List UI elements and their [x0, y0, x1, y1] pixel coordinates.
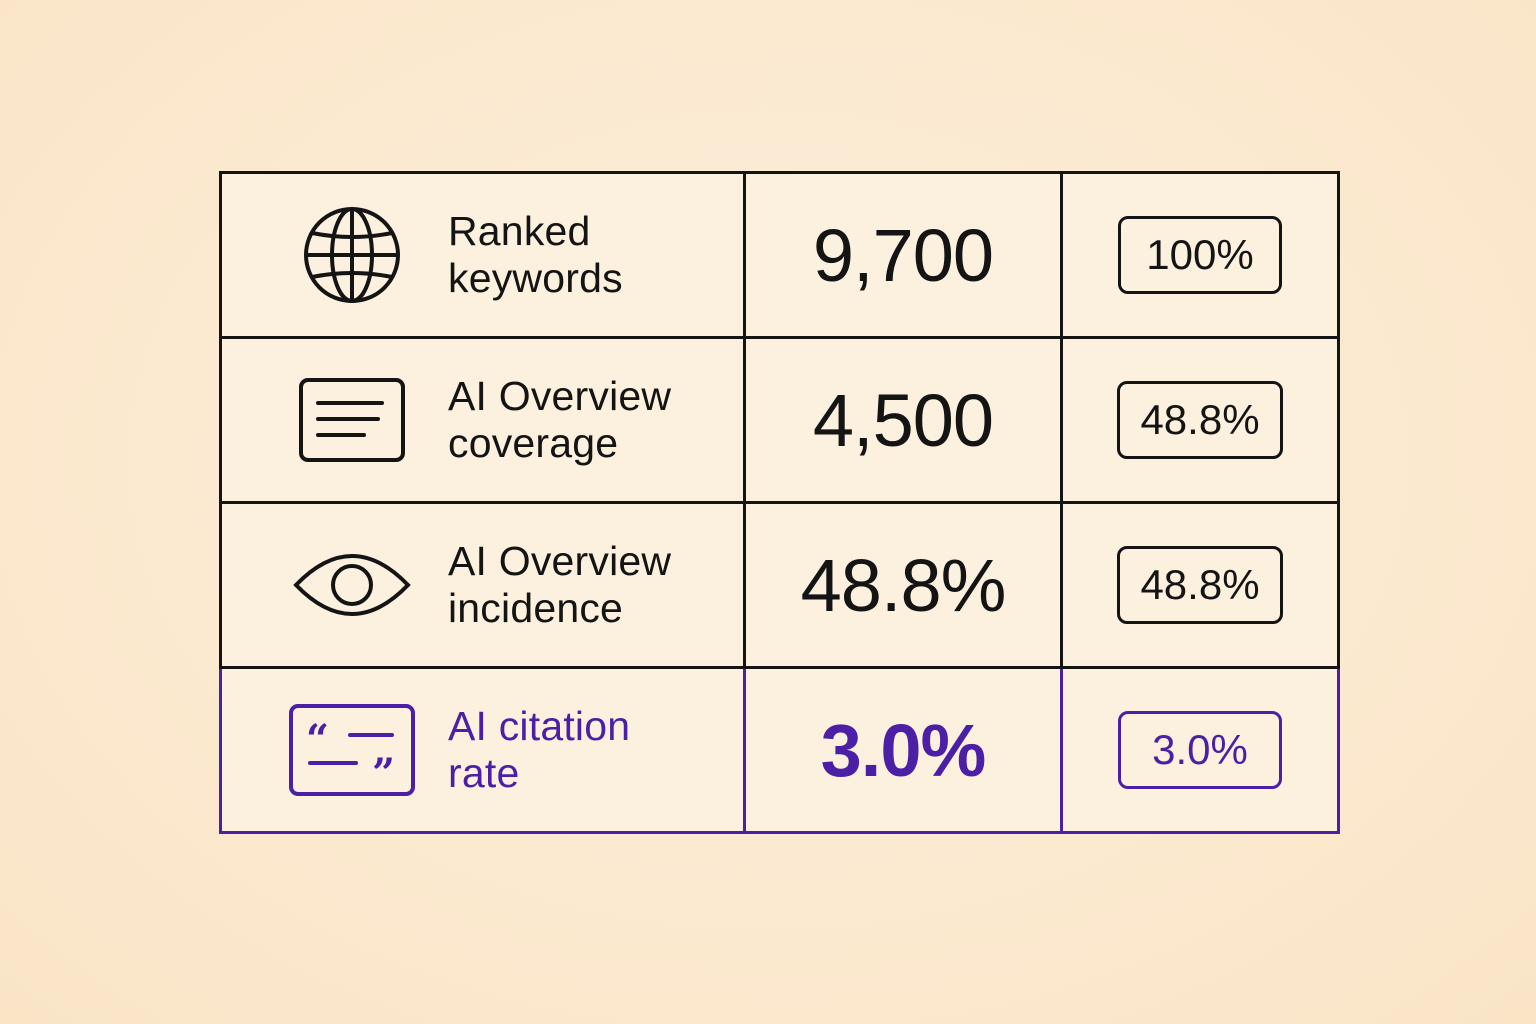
metric-label: AI Overview coverage [448, 373, 672, 466]
metric-label: Ranked keywords [448, 208, 623, 301]
label-cell: “ ” AI citation rate [219, 666, 746, 834]
svg-text:“: “ [306, 716, 329, 763]
metrics-table: Ranked keywords 9,700 100% [219, 171, 1340, 834]
metric-label: AI Overview incidence [448, 538, 672, 631]
metric-label: AI citation rate [448, 703, 631, 796]
svg-text:”: ” [372, 750, 395, 797]
label-cell: AI Overview coverage [219, 336, 746, 504]
percent-cell: 48.8% [1060, 501, 1340, 669]
percent-badge: 3.0% [1118, 711, 1282, 789]
percent-badge: 48.8% [1117, 546, 1283, 624]
metric-value: 9,700 [743, 171, 1063, 339]
label-cell: Ranked keywords [219, 171, 746, 339]
metric-value: 48.8% [743, 501, 1063, 669]
metric-value: 3.0% [743, 666, 1063, 834]
quote-card-icon: “ ” [282, 695, 422, 805]
percent-cell: 48.8% [1060, 336, 1340, 504]
document-lines-icon [282, 365, 422, 475]
table-row: AI Overview coverage 4,500 48.8% [219, 336, 1340, 504]
table-row: Ranked keywords 9,700 100% [219, 171, 1340, 339]
percent-badge: 48.8% [1117, 381, 1283, 459]
eye-icon [282, 530, 422, 640]
globe-icon [282, 200, 422, 310]
label-cell: AI Overview incidence [219, 501, 746, 669]
percent-badge: 100% [1118, 216, 1282, 294]
percent-cell: 3.0% [1060, 666, 1340, 834]
percent-cell: 100% [1060, 171, 1340, 339]
table-row-highlighted: “ ” AI citation rate 3.0% 3.0% [219, 666, 1340, 834]
metric-value: 4,500 [743, 336, 1063, 504]
table-row: AI Overview incidence 48.8% 48.8% [219, 501, 1340, 669]
